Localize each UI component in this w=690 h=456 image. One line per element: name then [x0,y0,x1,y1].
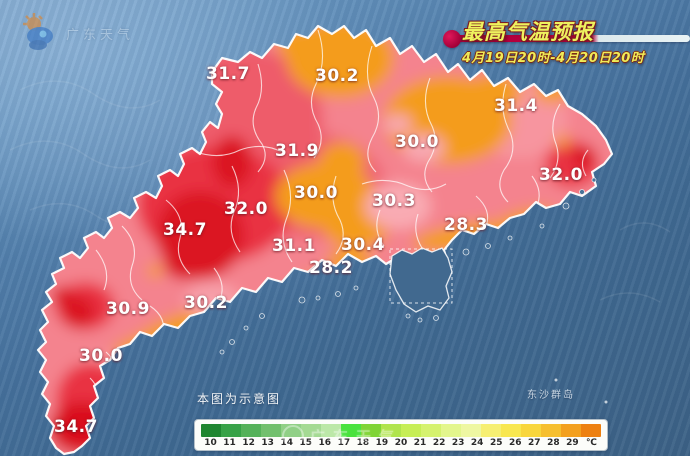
legend-tick-label: 13 [261,438,274,448]
legend-color-cell [461,424,481,437]
pearl-river-estuary [389,247,453,313]
legend-color-cell [581,424,601,437]
legend-color-bar [201,424,601,437]
thermometer-bulb-icon [443,30,461,48]
legend-color-cell [481,424,501,437]
temp-label: 28.2 [309,258,353,278]
temp-label: 31.4 [494,96,538,116]
legend-tick-label: 28 [547,438,560,448]
temp-label: 30.0 [294,183,338,203]
legend-color-cell [201,424,221,437]
coastal-islands [219,177,597,355]
legend-tick-label: 22 [432,438,446,448]
legend-tick-label: 26 [509,438,522,448]
watermark-text: 广东天气 [66,27,135,43]
temp-label: 30.0 [79,346,123,366]
legend-tick-label: 23 [451,438,465,448]
legend-color-cell [361,424,381,437]
temp-label: 32.0 [539,165,583,185]
temp-label: 28.3 [444,215,488,235]
legend-tick-label: 15 [299,438,313,448]
legend-color-cell [221,424,241,437]
legend-tick-label: 25 [489,438,503,448]
weather-logo-icon [23,13,53,50]
legend-color-cell [261,424,281,437]
map-title: 最高气温预报 [462,20,594,44]
legend-color-cell [381,424,401,437]
temp-label: 34.7 [54,417,98,437]
legend-color-cell [301,424,321,437]
legend-tick-label: 19 [375,438,389,448]
legend-color-cell [561,424,581,437]
schematic-note: 本图为示意图 [197,392,282,406]
temp-label: 30.4 [341,235,385,255]
terrain-texture [9,80,671,303]
legend-tick-label: 12 [242,438,255,448]
legend-ticks: 10 11 12 13 14 15 16 17 18 19 20 21 22 23 24 25 26 27 28 29… [201,438,601,449]
legend-color-cell [321,424,341,437]
legend-tick-label: 10 [204,438,217,448]
legend-color-cell [441,424,461,437]
legend-color-cell [541,424,561,437]
temp-label: 32.0 [224,199,268,219]
legend-color-cell [281,424,301,437]
temperature-legend: 10 11 12 13 14 15 16 17 18 19 20 21 22 23 24 25 26 27 28 29… [194,419,608,451]
legend-tick-label: 18 [356,438,370,448]
temp-label: 30.9 [106,299,150,319]
legend-tick-label: 20 [394,438,408,448]
temp-label: 34.7 [163,220,207,240]
legend-tick-label: ℃ [586,438,597,448]
dongsha-islands-label: 东沙群岛 [527,390,575,401]
temp-label: 30.2 [184,293,228,313]
legend-color-cell [401,424,421,437]
temp-label: 31.1 [272,236,316,256]
temp-label: 31.7 [206,64,250,84]
legend-color-cell [501,424,521,437]
legend-tick-label: 29 [566,438,579,448]
legend-color-cell [341,424,361,437]
temp-label: 30.2 [315,66,359,86]
temp-label: 31.9 [275,141,319,161]
legend-color-cell [521,424,541,437]
temp-label: 30.3 [372,191,416,211]
legend-tick-label: 21 [413,438,427,448]
temp-label: 30.0 [395,132,439,152]
legend-tick-label: 27 [528,438,541,448]
thermometer-graphic [450,35,690,42]
legend-tick-label: 17 [337,438,351,448]
legend-tick-label: 11 [223,438,236,448]
legend-tick-label: 24 [470,438,484,448]
forecast-date-range: 4月19日20时-4月20日20时 [462,51,645,66]
station-watermark: 广东天气 [18,12,134,54]
legend-tick-label: 14 [280,438,293,448]
legend-tick-label: 16 [318,438,332,448]
legend-color-cell [241,424,261,437]
delta-inset-box [389,248,453,304]
province-outline [36,24,614,456]
dongsha-islets [554,378,608,404]
legend-color-cell [421,424,441,437]
